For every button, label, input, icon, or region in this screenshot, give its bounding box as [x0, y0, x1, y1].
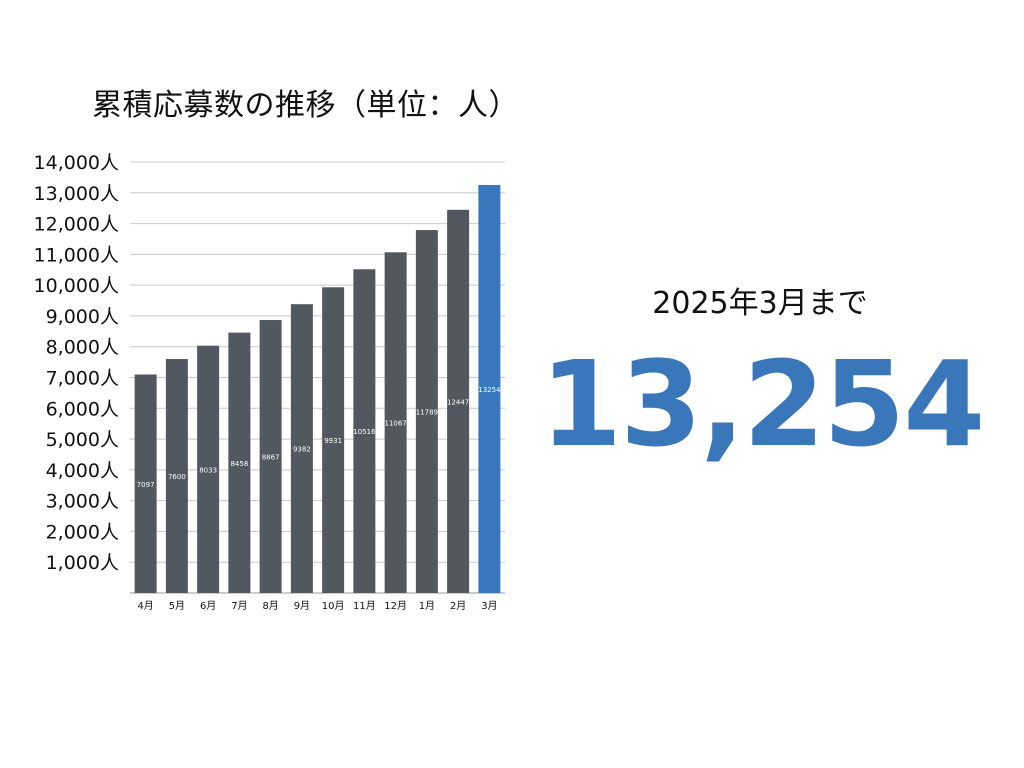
bar	[384, 252, 407, 593]
x-tick-label: 9月	[294, 600, 310, 612]
bar	[134, 374, 157, 593]
bar-value-label: 8033	[199, 466, 217, 474]
bar	[165, 359, 188, 593]
x-tick-label: 5月	[169, 600, 185, 612]
y-tick-label: 1,000人	[46, 552, 119, 574]
x-tick-label: 8月	[262, 600, 278, 612]
period-caption: 2025年3月まで	[652, 286, 868, 321]
y-tick-label: 14,000人	[34, 152, 119, 174]
x-tick-label: 12月	[384, 600, 407, 612]
x-tick-label: 6月	[200, 600, 216, 612]
y-tick-label: 11,000人	[34, 244, 119, 266]
bar	[197, 345, 220, 593]
y-tick-label: 4,000人	[46, 460, 119, 482]
bar-value-label: 11067	[384, 420, 406, 428]
bar-value-label: 9931	[324, 437, 342, 445]
bar-value-label: 9382	[293, 446, 311, 454]
bar	[228, 332, 251, 593]
x-tick-label: 7月	[231, 600, 247, 612]
y-tick-label: 5,000人	[46, 429, 119, 451]
bar-value-label: 12447	[447, 398, 469, 406]
y-tick-label: 3,000人	[46, 491, 119, 513]
y-tick-label: 6,000人	[46, 398, 119, 420]
chart-title: 累積応募数の推移（単位：人）	[92, 88, 519, 123]
bar-value-label: 13254	[478, 386, 501, 394]
y-tick-label: 12,000人	[34, 214, 119, 236]
bar	[353, 269, 376, 593]
y-tick-label: 10,000人	[34, 275, 119, 297]
bar	[259, 320, 282, 593]
y-tick-label: 7,000人	[46, 368, 119, 390]
bar-value-label: 10516	[353, 428, 376, 436]
x-tick-label: 11月	[353, 600, 376, 612]
y-tick-label: 2,000人	[46, 521, 119, 543]
bar-value-label: 8458	[230, 460, 248, 468]
y-tick-label: 8,000人	[46, 337, 119, 359]
bar	[447, 209, 470, 593]
bar	[322, 287, 345, 593]
x-tick-label: 4月	[137, 600, 153, 612]
bar-value-label: 7600	[168, 473, 186, 481]
y-tick-label: 13,000人	[34, 183, 119, 205]
bar	[478, 184, 501, 594]
bar-value-label: 11789	[416, 409, 438, 417]
bar	[415, 230, 438, 594]
x-tick-label: 2月	[450, 600, 466, 612]
x-tick-label: 1月	[419, 600, 435, 612]
bar-value-label: 7097	[137, 481, 155, 489]
total-applicants-number: 13,254	[540, 335, 985, 473]
y-tick-label: 9,000人	[46, 306, 119, 328]
bar-value-label: 8867	[262, 454, 280, 462]
bar	[290, 304, 313, 593]
x-tick-label: 10月	[322, 600, 345, 612]
x-tick-label: 3月	[481, 600, 497, 612]
